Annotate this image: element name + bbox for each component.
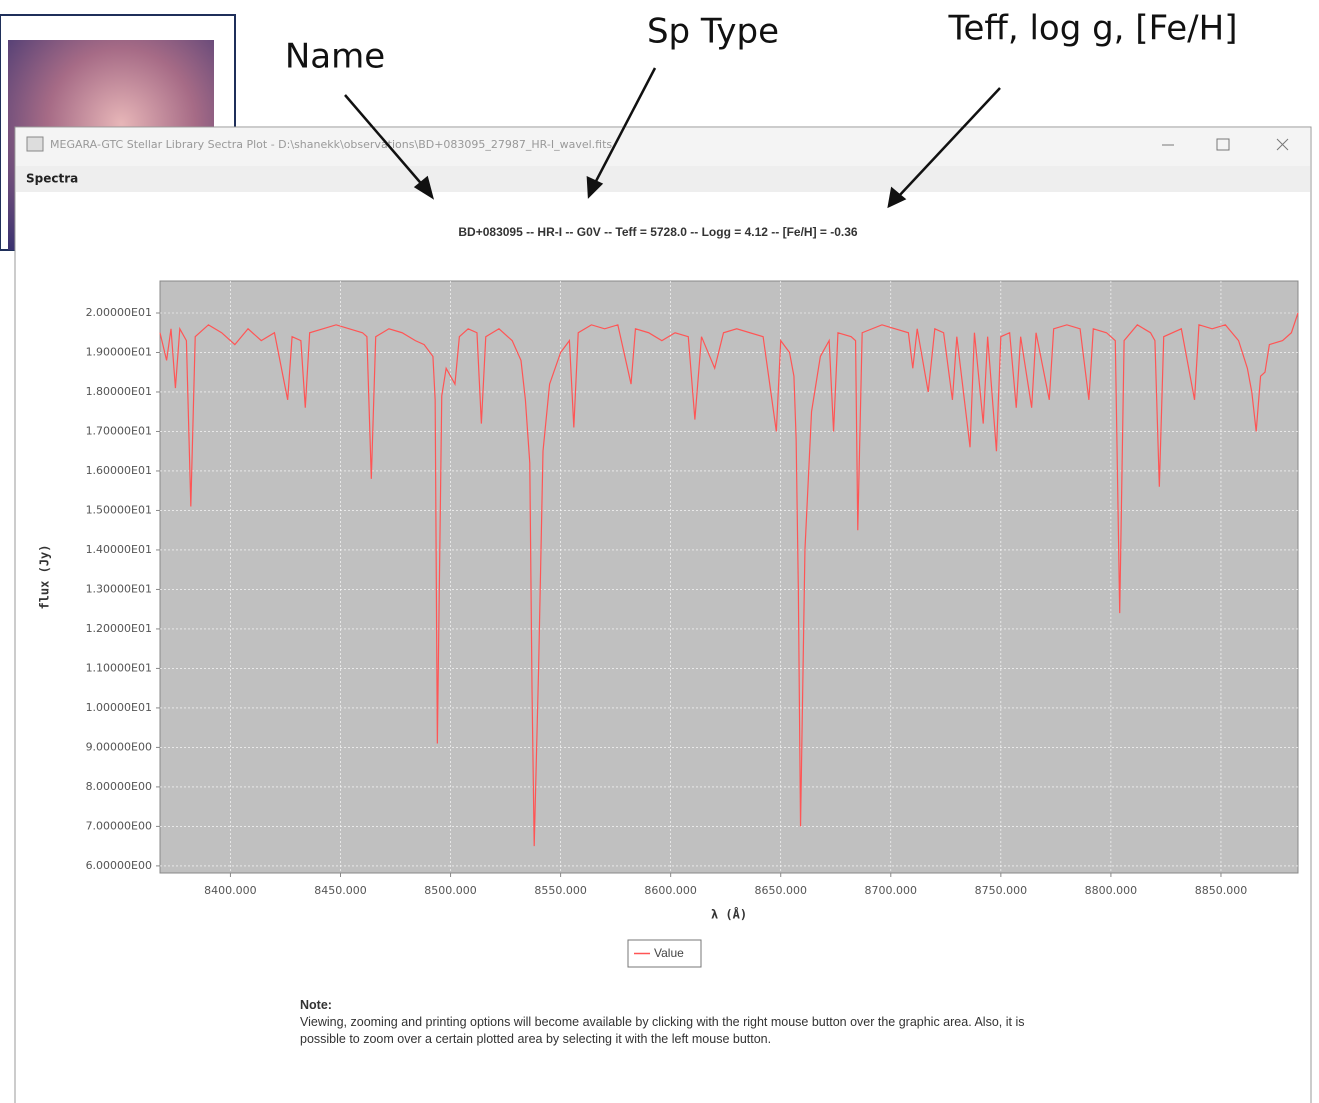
note-title: Note: [300, 998, 332, 1012]
y-tick-label: 1.70000E01 [86, 424, 152, 437]
y-tick-label: 1.00000E01 [86, 701, 152, 714]
y-tick-label: 9.00000E00 [86, 740, 152, 753]
y-tick-label: 2.00000E01 [86, 306, 152, 319]
title-bar [16, 128, 1310, 166]
arrows [344, 67, 1001, 209]
plot-area [159, 280, 1299, 874]
y-tick-label: 1.30000E01 [86, 582, 152, 595]
x-tick-label: 8800.000 [1085, 884, 1138, 897]
menu-item[interactable]: Spectra [26, 172, 78, 186]
y-tick-label: 6.00000E00 [86, 859, 152, 872]
y-axis-label: flux (Jy) [38, 544, 52, 609]
window-icon [26, 136, 44, 152]
note: Note: Viewing, zooming and printing opti… [300, 997, 1040, 1048]
y-tick-label: 1.50000E01 [86, 503, 152, 516]
chart-title: BD+083095 -- HR-I -- G0V -- Teff = 5728.… [458, 225, 858, 239]
y-tick-label: 7.00000E00 [86, 819, 152, 832]
x-tick-label: 8700.000 [865, 884, 918, 897]
annotation: Name [285, 37, 385, 77]
annotation: Sp Type [647, 12, 779, 52]
x-axis-label: λ (Å) [711, 907, 747, 922]
spectrum-line [159, 312, 1299, 847]
x-tick-label: 8400.000 [204, 884, 257, 897]
y-tick-label: 1.40000E01 [86, 543, 152, 556]
y-tick-label: 1.10000E01 [86, 661, 152, 674]
window-title: MEGARA-GTC Stellar Library Sectra Plot -… [50, 138, 612, 151]
x-tick-label: 8600.000 [644, 884, 697, 897]
legend-box [627, 939, 702, 968]
y-tick-label: 8.00000E00 [86, 780, 152, 793]
x-tick-label: 8650.000 [754, 884, 807, 897]
y-tick-label: 1.90000E01 [86, 345, 152, 358]
x-tick-label: 8450.000 [314, 884, 367, 897]
x-tick-label: 8850.000 [1195, 884, 1248, 897]
y-tick-label: 1.20000E01 [86, 622, 152, 635]
y-tick-label: 1.80000E01 [86, 385, 152, 398]
annotation: Teff, log g, [Fe/H] [948, 9, 1238, 49]
y-tick-label: 1.60000E01 [86, 464, 152, 477]
x-tick-label: 8750.000 [975, 884, 1028, 897]
x-tick-label: 8500.000 [424, 884, 477, 897]
legend-label: Value [654, 946, 684, 960]
maximize-button[interactable] [1216, 138, 1230, 151]
menu-bar [16, 166, 1310, 192]
chart: BD+083095 -- HR-I -- G0V -- Teff = 5728.… [38, 225, 1299, 968]
close-button[interactable] [1276, 138, 1289, 151]
x-tick-label: 8550.000 [534, 884, 587, 897]
note-text: Viewing, zooming and printing options wi… [300, 1015, 1025, 1046]
